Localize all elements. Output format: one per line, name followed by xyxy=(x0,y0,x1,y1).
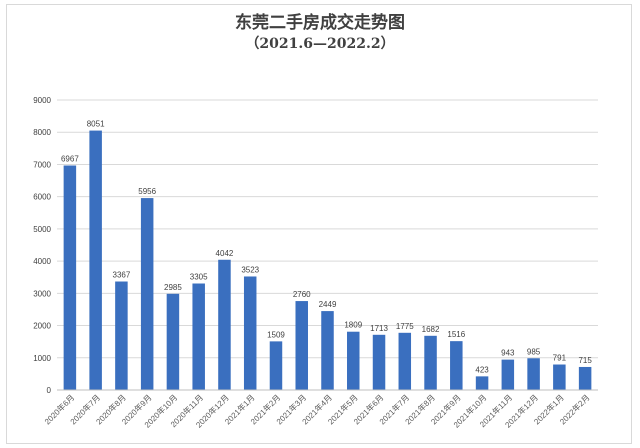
bar xyxy=(372,334,386,390)
chart-title: 东莞二手房成交走势图 xyxy=(235,13,405,33)
y-tick-label: 8000 xyxy=(33,128,51,137)
data-label: 3305 xyxy=(190,273,208,282)
y-tick-label: 0 xyxy=(47,386,52,395)
data-label: 1775 xyxy=(396,322,414,331)
data-label: 2449 xyxy=(319,300,337,309)
bar xyxy=(424,335,437,390)
bar xyxy=(398,332,412,390)
bar xyxy=(347,331,360,390)
bar xyxy=(192,283,205,390)
bar xyxy=(450,341,463,390)
y-tick-label: 7000 xyxy=(33,160,51,169)
data-label: 1682 xyxy=(422,325,440,334)
data-label: 6967 xyxy=(61,155,79,164)
data-label: 1809 xyxy=(344,321,362,330)
bar xyxy=(553,364,566,390)
bar xyxy=(115,281,128,390)
y-tick-label: 3000 xyxy=(33,289,51,298)
data-label: 1516 xyxy=(447,330,465,339)
data-label: 4042 xyxy=(216,249,234,258)
data-label: 3523 xyxy=(241,265,259,274)
y-tick-label: 9000 xyxy=(33,96,51,105)
chart-frame xyxy=(6,4,632,444)
data-label: 791 xyxy=(553,354,567,363)
bar xyxy=(63,165,77,390)
data-label: 3367 xyxy=(113,271,131,280)
data-label: 1509 xyxy=(267,330,285,339)
data-label: 423 xyxy=(475,365,489,374)
bar xyxy=(269,341,283,390)
chart-subtitle: （2021.6—2022.2） xyxy=(245,36,395,52)
bar xyxy=(578,366,592,390)
data-label: 2760 xyxy=(293,290,311,299)
bar xyxy=(166,293,180,390)
bar xyxy=(243,276,257,390)
bar xyxy=(527,358,540,390)
y-tick-label: 5000 xyxy=(33,225,51,234)
bar xyxy=(321,311,334,390)
data-label: 8051 xyxy=(87,120,105,129)
data-label: 5956 xyxy=(138,187,156,196)
data-label: 985 xyxy=(527,347,541,356)
bar xyxy=(501,359,515,390)
bar xyxy=(218,259,231,390)
bar xyxy=(140,198,154,390)
bar xyxy=(295,301,308,390)
y-tick-label: 2000 xyxy=(33,322,51,331)
data-label: 2985 xyxy=(164,283,182,292)
data-label: 715 xyxy=(578,356,592,365)
bar xyxy=(89,130,102,390)
bar xyxy=(475,376,489,390)
data-label: 943 xyxy=(501,349,515,358)
data-label: 1713 xyxy=(370,324,388,333)
y-tick-label: 4000 xyxy=(33,257,51,266)
y-tick-label: 1000 xyxy=(33,354,51,363)
y-tick-label: 6000 xyxy=(33,193,51,202)
